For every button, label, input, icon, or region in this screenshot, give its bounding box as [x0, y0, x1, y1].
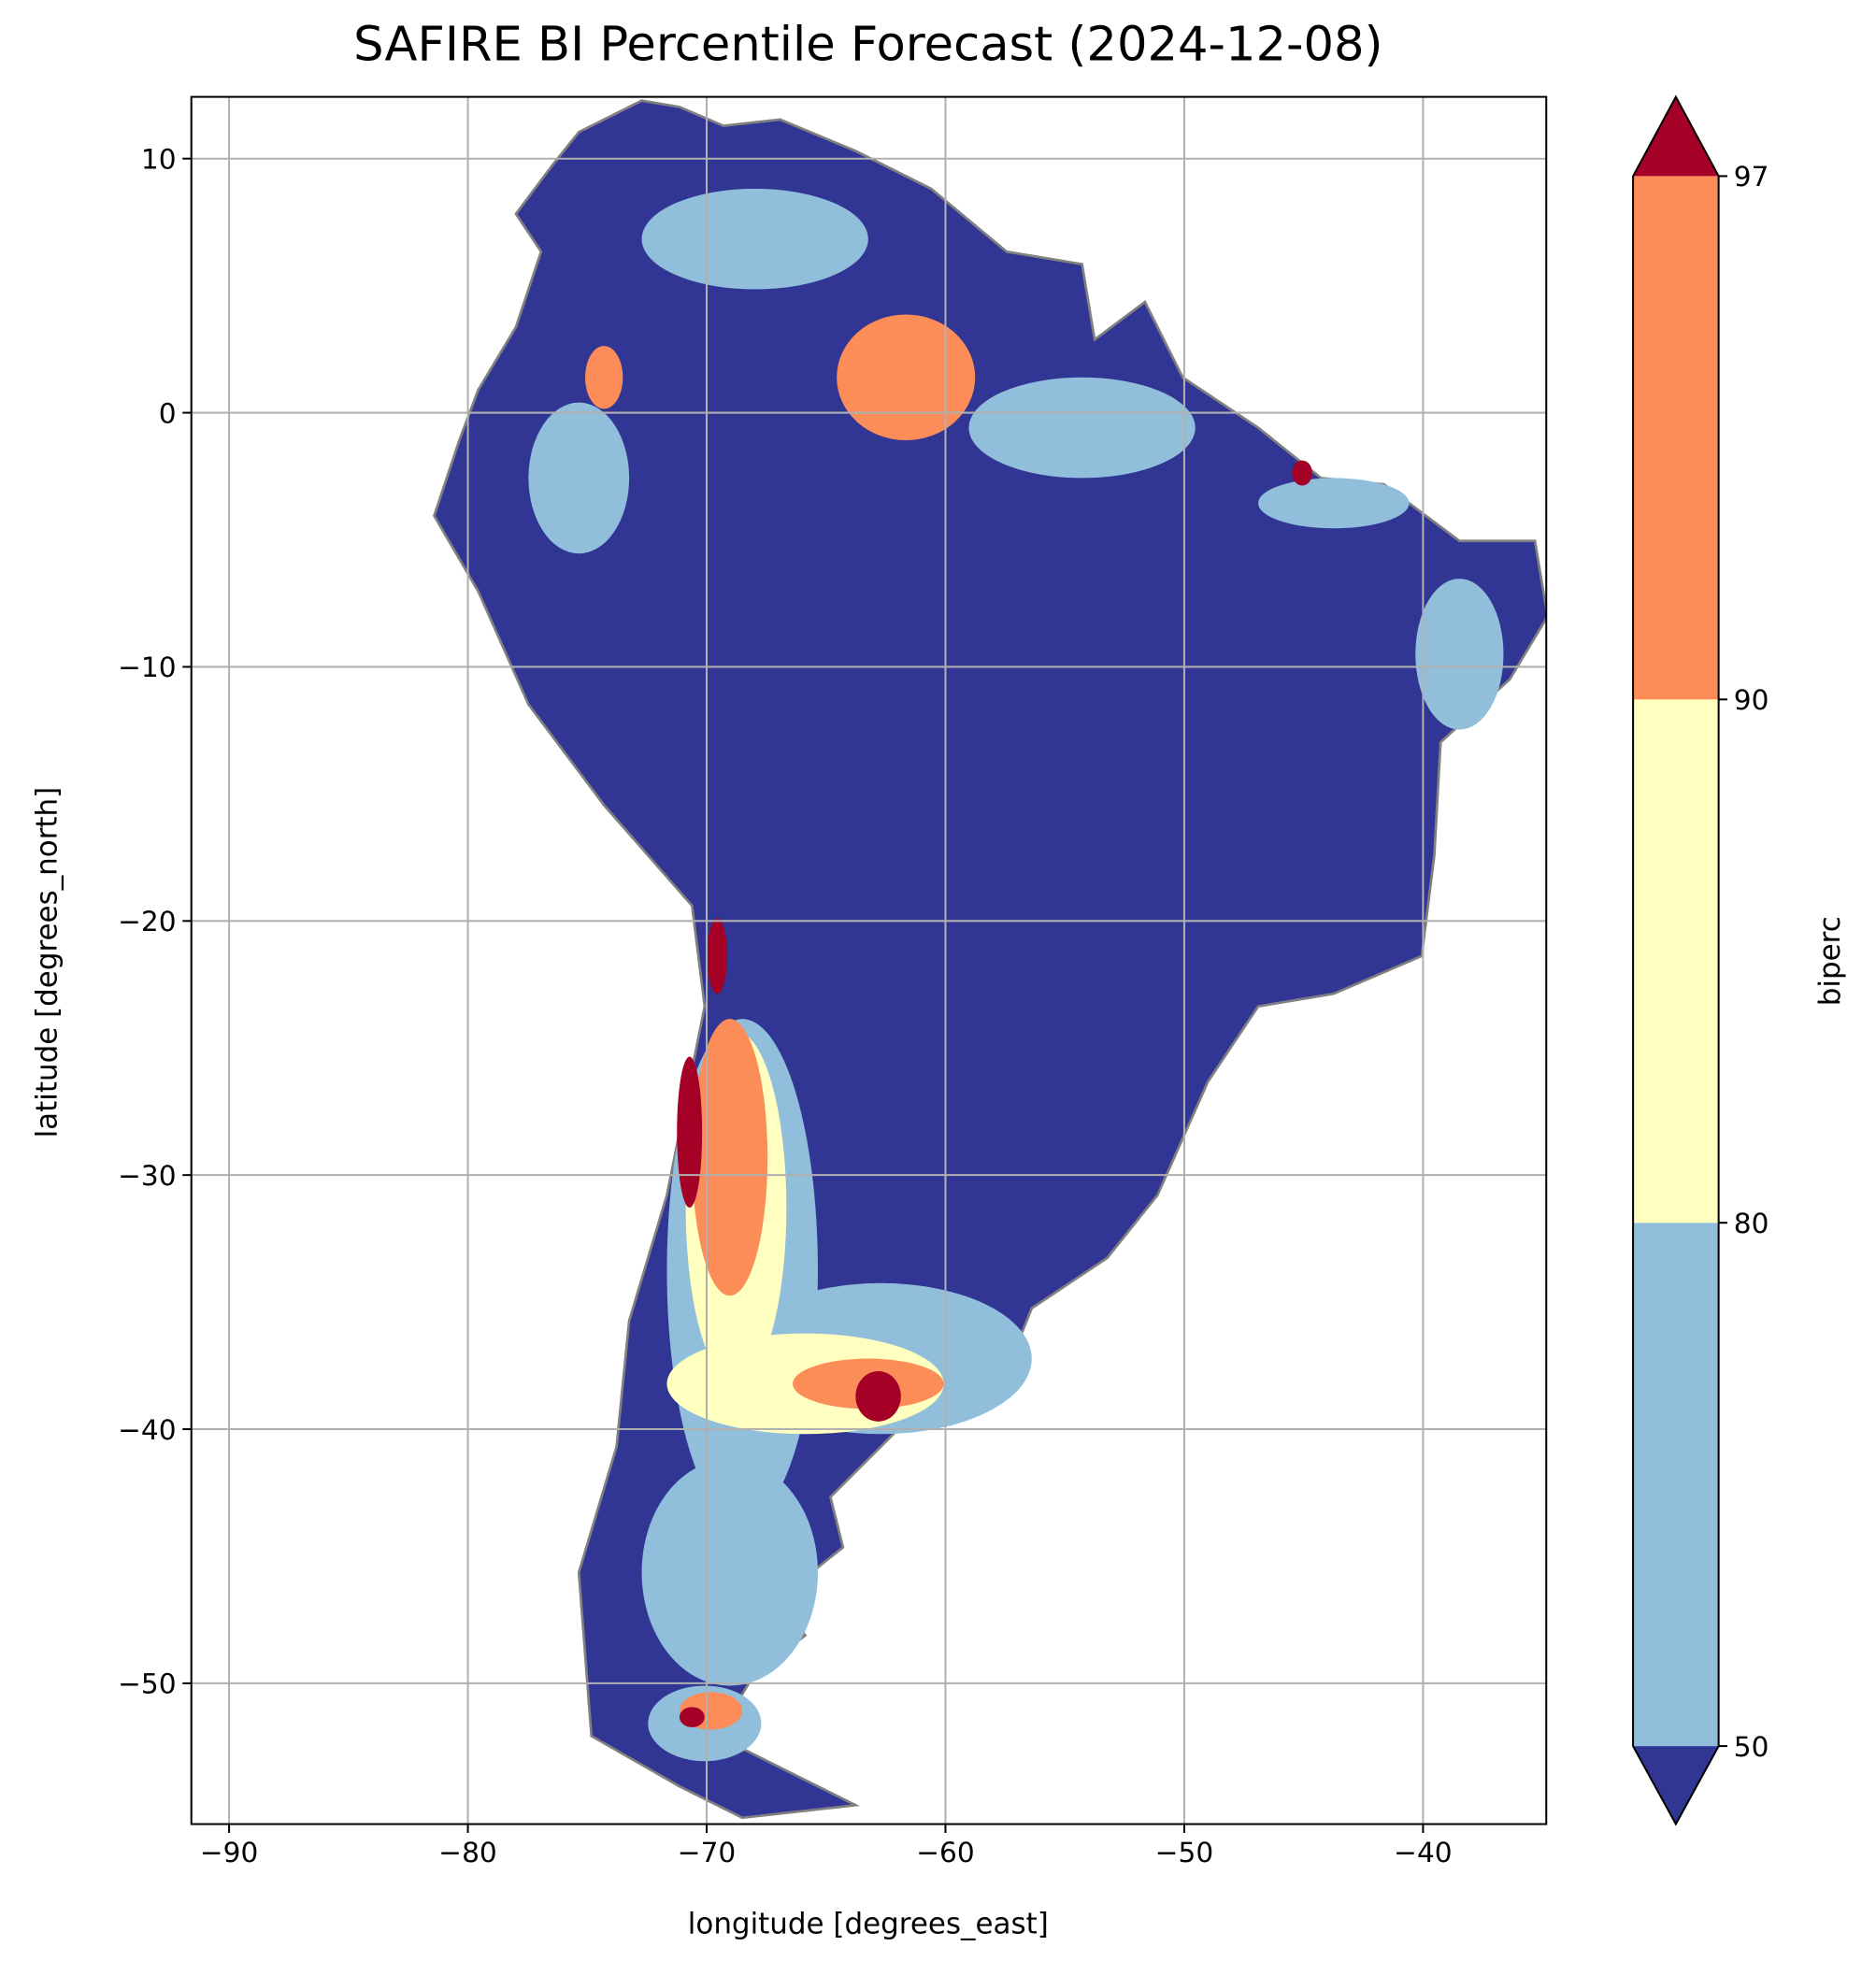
- colorbar-label: biperc: [1813, 916, 1847, 1006]
- y-tick-label: −50: [118, 1668, 176, 1700]
- area: [837, 314, 976, 441]
- area: [584, 346, 623, 409]
- y-tick-label: 10: [141, 143, 177, 175]
- y-tick-label: −30: [118, 1160, 176, 1192]
- axes-frame: [190, 95, 1548, 1825]
- colorbar-tick-label: 80: [1734, 1208, 1769, 1239]
- colorbar-segment: [1633, 1223, 1719, 1747]
- x-tick-label: −50: [1155, 1837, 1213, 1868]
- chart-title: SAFIRE BI Percentile Forecast (2024-12-0…: [353, 18, 1382, 73]
- area: [677, 1056, 703, 1209]
- y-tick-label: −40: [118, 1414, 176, 1446]
- colorbar-extend-low: [1633, 1746, 1719, 1825]
- colorbar-tick-label: 90: [1734, 684, 1769, 716]
- x-tick-label: −90: [200, 1837, 258, 1868]
- area: [692, 1019, 768, 1296]
- y-axis-label: latitude [degrees_north]: [31, 787, 64, 1138]
- y-tick-label: −10: [118, 651, 176, 683]
- area: [1415, 579, 1504, 730]
- colorbar-tick-label: 50: [1734, 1731, 1769, 1763]
- colorbar-tick-label: 97: [1734, 161, 1769, 193]
- y-tick-label: −20: [118, 906, 176, 937]
- area: [1292, 460, 1312, 486]
- x-tick-label: −40: [1394, 1837, 1452, 1868]
- y-tick-label: 0: [159, 397, 177, 429]
- map: [433, 99, 1547, 1820]
- area: [855, 1371, 901, 1422]
- area: [707, 918, 728, 995]
- area: [528, 402, 630, 554]
- x-tick-label: −70: [678, 1837, 736, 1868]
- area: [1258, 478, 1410, 529]
- colorbar-extend-high: [1633, 96, 1719, 177]
- fire-index-areas: [528, 188, 1504, 1762]
- x-axis-label: longitude [degrees_east]: [688, 1908, 1049, 1941]
- x-tick-label: −60: [916, 1837, 974, 1868]
- colorbar-segment: [1633, 699, 1719, 1224]
- area: [679, 1707, 705, 1727]
- x-tick-label: −80: [438, 1837, 496, 1868]
- area: [641, 1459, 818, 1686]
- area: [641, 188, 868, 290]
- area: [968, 377, 1196, 479]
- colorbar-segment: [1633, 176, 1719, 700]
